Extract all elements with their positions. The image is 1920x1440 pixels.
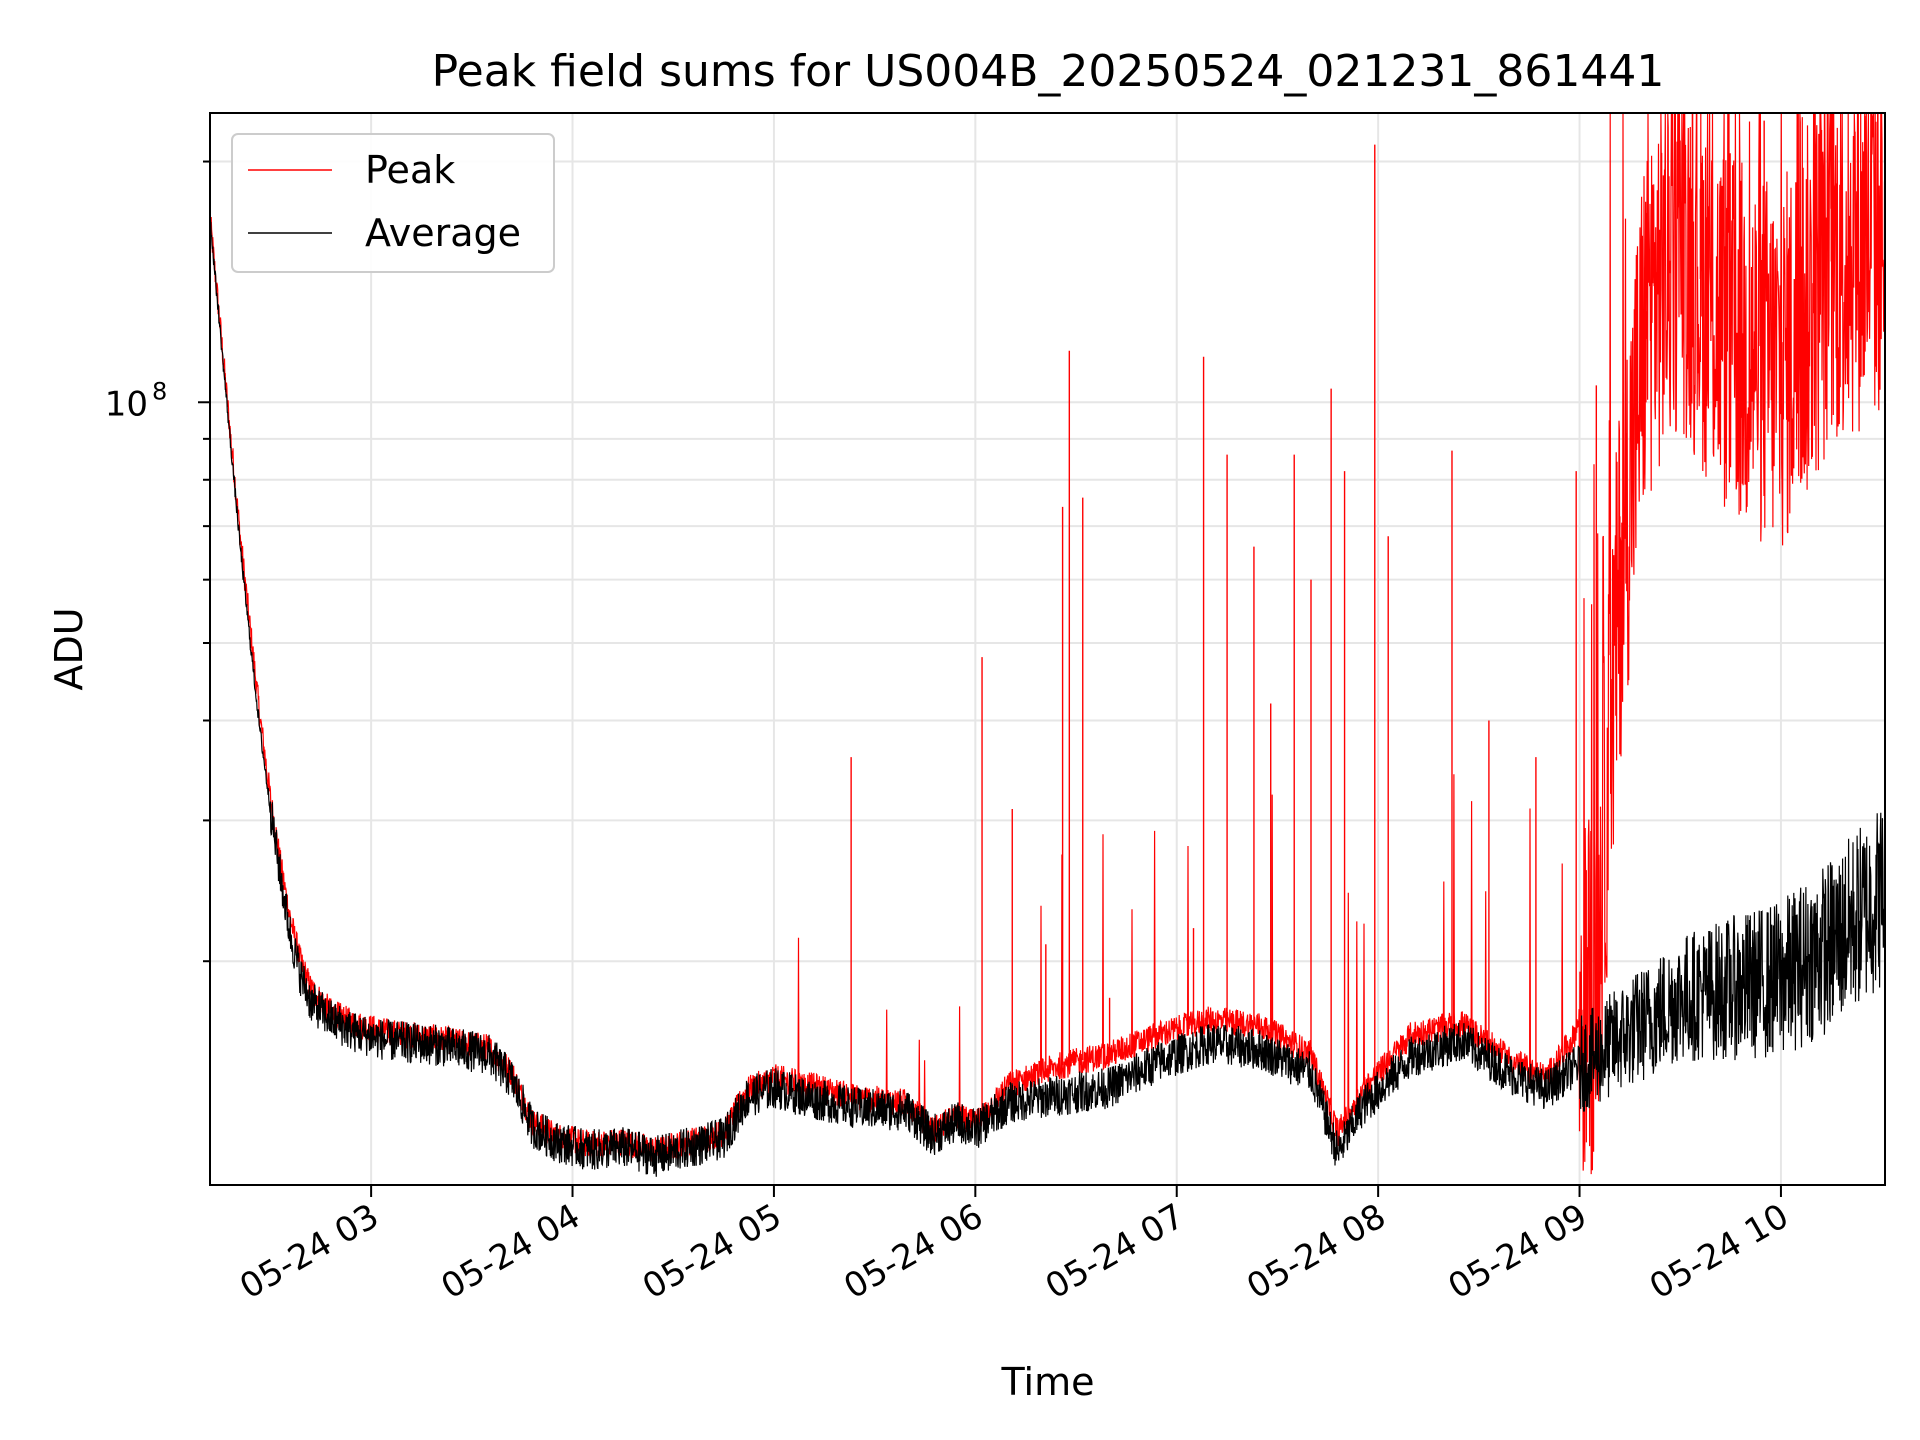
- average-series: [209, 221, 1886, 1177]
- legend-box: [231, 133, 555, 273]
- y-tick-base: 10: [105, 384, 148, 424]
- legend: Peak Average: [231, 133, 555, 273]
- legend-peak-label: Peak: [365, 148, 455, 192]
- average-line: [209, 221, 1886, 1177]
- y-axis-label: ADU: [47, 607, 91, 690]
- chart-title: Peak field sums for US004B_20250524_0212…: [432, 46, 1665, 97]
- legend-average-label: Average: [365, 211, 521, 255]
- plot-frame: [209, 112, 1886, 1186]
- peak-series: [209, 112, 1886, 1175]
- plot-series: [209, 112, 1886, 1177]
- y-tick-label: 10: [105, 384, 148, 424]
- y-tick-exponent: 8: [152, 377, 167, 405]
- x-axis-label: Time: [1001, 1360, 1095, 1404]
